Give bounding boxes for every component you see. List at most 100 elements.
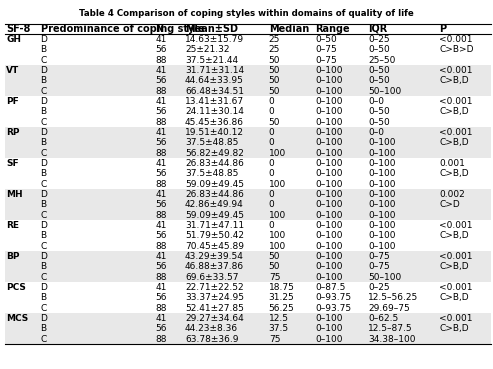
Bar <box>5 272 491 282</box>
Text: 50–100: 50–100 <box>368 273 401 282</box>
Text: 37.5: 37.5 <box>269 324 289 333</box>
Text: N: N <box>155 24 163 34</box>
Text: D: D <box>40 314 47 323</box>
Text: B: B <box>40 76 47 85</box>
Text: 0: 0 <box>269 200 275 209</box>
Text: C>B,D: C>B,D <box>439 138 469 147</box>
Text: 88: 88 <box>155 242 167 251</box>
Text: 0–100: 0–100 <box>368 159 395 168</box>
Text: 56: 56 <box>155 293 167 302</box>
Text: 0–100: 0–100 <box>315 252 343 261</box>
Text: 100: 100 <box>269 231 286 240</box>
Text: 100: 100 <box>269 211 286 220</box>
Text: 24.11±30.14: 24.11±30.14 <box>185 107 244 116</box>
Text: SF: SF <box>6 159 19 168</box>
Text: 44.64±33.95: 44.64±33.95 <box>185 76 244 85</box>
Text: 0–100: 0–100 <box>315 87 343 96</box>
Text: C: C <box>40 56 47 65</box>
Text: 41: 41 <box>155 252 167 261</box>
Text: 0–100: 0–100 <box>315 180 343 189</box>
Text: 0–100: 0–100 <box>368 211 395 220</box>
Text: 13.41±31.67: 13.41±31.67 <box>185 97 244 106</box>
Text: 41: 41 <box>155 221 167 230</box>
Text: C: C <box>40 335 47 344</box>
Text: 0–100: 0–100 <box>315 221 343 230</box>
Text: 41: 41 <box>155 97 167 106</box>
Text: C: C <box>40 273 47 282</box>
Bar <box>5 55 491 65</box>
Text: 50: 50 <box>269 262 280 271</box>
Text: 100: 100 <box>269 180 286 189</box>
Bar <box>5 127 491 138</box>
Text: 75: 75 <box>269 335 280 344</box>
Text: 0–100: 0–100 <box>315 231 343 240</box>
Bar <box>5 282 491 293</box>
Bar <box>5 262 491 272</box>
Text: 0–100: 0–100 <box>315 128 343 137</box>
Text: Range: Range <box>315 24 350 34</box>
Text: 0–100: 0–100 <box>315 324 343 333</box>
Text: 31.71±31.14: 31.71±31.14 <box>185 66 244 75</box>
Text: 41: 41 <box>155 314 167 323</box>
Text: 0–100: 0–100 <box>315 262 343 271</box>
Text: 0–100: 0–100 <box>315 211 343 220</box>
Bar <box>5 45 491 55</box>
Text: D: D <box>40 190 47 199</box>
Text: 88: 88 <box>155 56 167 65</box>
Text: Predominance of coping style: Predominance of coping style <box>40 24 204 34</box>
Bar <box>5 251 491 262</box>
Text: 0–25: 0–25 <box>368 35 389 44</box>
Bar <box>5 303 491 313</box>
Text: 100: 100 <box>269 149 286 158</box>
Text: 0–100: 0–100 <box>368 149 395 158</box>
Bar <box>5 334 491 344</box>
Text: C: C <box>40 118 47 127</box>
Text: 0–100: 0–100 <box>368 190 395 199</box>
Text: 42.86±49.94: 42.86±49.94 <box>185 200 244 209</box>
Text: 0–0: 0–0 <box>368 97 384 106</box>
Text: 0: 0 <box>269 159 275 168</box>
Text: MCS: MCS <box>6 314 29 323</box>
Text: BP: BP <box>6 252 20 261</box>
Text: B: B <box>40 231 47 240</box>
Text: 0–100: 0–100 <box>315 76 343 85</box>
Text: RE: RE <box>6 221 19 230</box>
Text: 14.63±15.79: 14.63±15.79 <box>185 35 244 44</box>
Text: 56: 56 <box>155 231 167 240</box>
Text: 50: 50 <box>269 118 280 127</box>
Text: 0–87.5: 0–87.5 <box>315 283 346 292</box>
Bar <box>5 241 491 251</box>
Text: C: C <box>40 180 47 189</box>
Text: 88: 88 <box>155 180 167 189</box>
Text: 41: 41 <box>155 128 167 137</box>
Text: VT: VT <box>6 66 20 75</box>
Text: 12.5: 12.5 <box>269 314 289 323</box>
Text: 43.29±39.54: 43.29±39.54 <box>185 252 244 261</box>
Text: C: C <box>40 304 47 313</box>
Text: MH: MH <box>6 190 23 199</box>
Text: 18.75: 18.75 <box>269 283 295 292</box>
Text: 0–100: 0–100 <box>368 242 395 251</box>
Text: 56: 56 <box>155 138 167 147</box>
Text: 41: 41 <box>155 35 167 44</box>
Text: D: D <box>40 35 47 44</box>
Text: 0–75: 0–75 <box>368 262 390 271</box>
Text: 56: 56 <box>155 45 167 54</box>
Text: 0–100: 0–100 <box>368 200 395 209</box>
Text: 45.45±36.86: 45.45±36.86 <box>185 118 244 127</box>
Text: D: D <box>40 159 47 168</box>
Text: C: C <box>40 242 47 251</box>
Text: 0–100: 0–100 <box>368 169 395 178</box>
Bar <box>5 200 491 210</box>
Text: 0: 0 <box>269 97 275 106</box>
Text: <0.001: <0.001 <box>439 283 473 292</box>
Text: 12.5–56.25: 12.5–56.25 <box>368 293 418 302</box>
Text: P: P <box>439 24 447 34</box>
Text: GH: GH <box>6 35 21 44</box>
Text: SF-8: SF-8 <box>6 24 31 34</box>
Text: B: B <box>40 169 47 178</box>
Text: 56: 56 <box>155 200 167 209</box>
Text: 44.23±8.36: 44.23±8.36 <box>185 324 238 333</box>
Text: 50: 50 <box>269 252 280 261</box>
Text: 88: 88 <box>155 118 167 127</box>
